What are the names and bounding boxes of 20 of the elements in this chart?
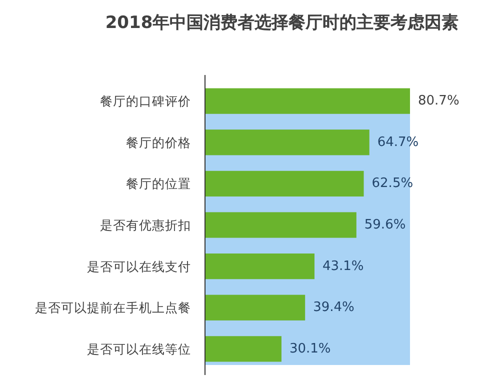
y-tick-label: 是否可以提前在手机上点餐: [35, 300, 191, 316]
data-label: 39.4%: [313, 300, 354, 316]
data-label: 30.1%: [289, 341, 331, 356]
bar: [205, 254, 314, 280]
bar: [205, 212, 356, 238]
y-tick-label: 餐厅的位置: [126, 176, 191, 192]
chart-title: 2018年中国消费者选择餐厅时的主要考虑因素: [105, 13, 459, 33]
bar: [205, 336, 282, 362]
data-label: 43.1%: [322, 258, 364, 274]
bar: [205, 130, 370, 156]
y-tick-label: 餐厅的口碑评价: [100, 94, 191, 109]
bar: [205, 294, 306, 320]
bar: [205, 88, 410, 114]
data-label: 59.6%: [364, 218, 406, 232]
bar: [205, 170, 364, 196]
y-tick-label: 是否可以在线等位: [87, 341, 191, 356]
y-tick-label: 餐厅的价格: [126, 134, 191, 150]
data-label: 80.7%: [418, 94, 460, 109]
y-tick-label: 是否可以在线支付: [87, 258, 191, 274]
y-tick-label: 是否有优惠折扣: [100, 218, 191, 232]
